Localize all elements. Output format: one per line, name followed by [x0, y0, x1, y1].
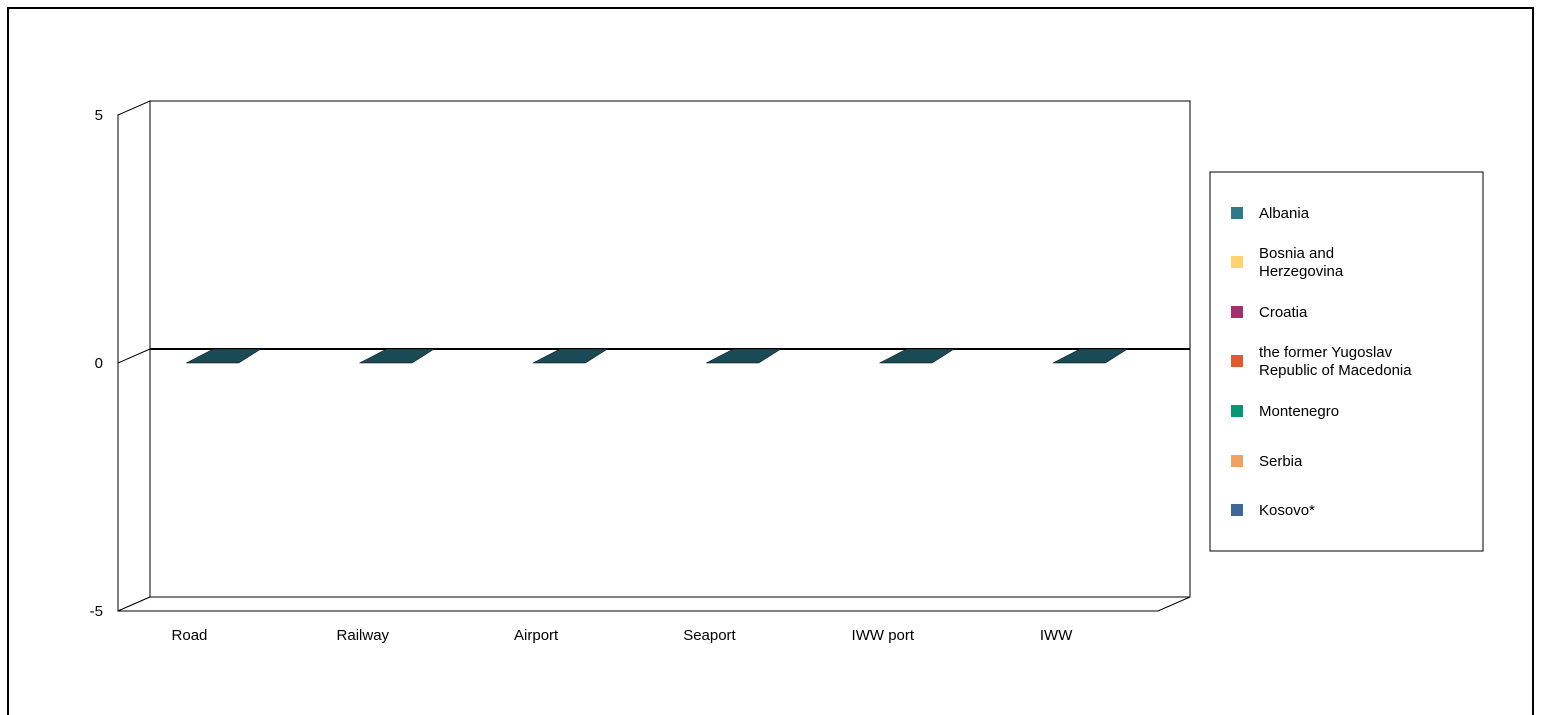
x-tick-label: Seaport	[683, 627, 736, 644]
legend-label: Croatia	[1259, 304, 1308, 321]
legend-swatch	[1231, 306, 1243, 318]
legend-label: Bosnia and Herzegovina	[1259, 245, 1344, 280]
zero-line-side	[117, 348, 151, 364]
legend-swatch	[1231, 455, 1243, 467]
x-tick-label: Railway	[337, 627, 390, 644]
x-axis: Road Railway Airport Seaport IWW port IWW	[172, 627, 1074, 644]
y-axis: 5 0 -5	[90, 107, 103, 620]
legend-label: Montenegro	[1259, 403, 1339, 420]
legend: Albania Bosnia and Herzegovina Croatia the f…	[1209, 171, 1484, 552]
legend-swatch	[1231, 256, 1243, 268]
bar-seaport	[706, 348, 782, 364]
legend-label: Serbia	[1259, 453, 1303, 470]
x-tick-label: Airport	[514, 627, 559, 644]
x-tick-label: Road	[172, 627, 208, 644]
legend-label: Kosovo*	[1259, 502, 1315, 519]
plot-area	[117, 100, 1191, 612]
bar-road	[186, 348, 262, 364]
plot-floor	[117, 596, 1191, 612]
bars	[186, 348, 1129, 364]
legend-box	[1209, 171, 1484, 552]
x-tick-label: IWW port	[852, 627, 915, 644]
legend-swatch	[1231, 504, 1243, 516]
bar-airport	[532, 348, 609, 364]
legend-swatch	[1231, 355, 1243, 367]
y-tick-label: 0	[95, 355, 103, 372]
bar-iww	[1052, 348, 1129, 364]
x-tick-label: IWW	[1040, 627, 1073, 644]
bar-railway	[359, 348, 436, 364]
y-tick-label: -5	[90, 603, 103, 620]
legend-swatch	[1231, 207, 1243, 219]
legend-label: the former Yugoslav Republic of Macedonia	[1259, 344, 1412, 379]
zero-plane	[117, 348, 1190, 364]
legend-label: Albania	[1259, 205, 1310, 222]
bar-iww-port	[879, 348, 956, 364]
y-tick-label: 5	[95, 107, 103, 124]
legend-swatch	[1231, 405, 1243, 417]
